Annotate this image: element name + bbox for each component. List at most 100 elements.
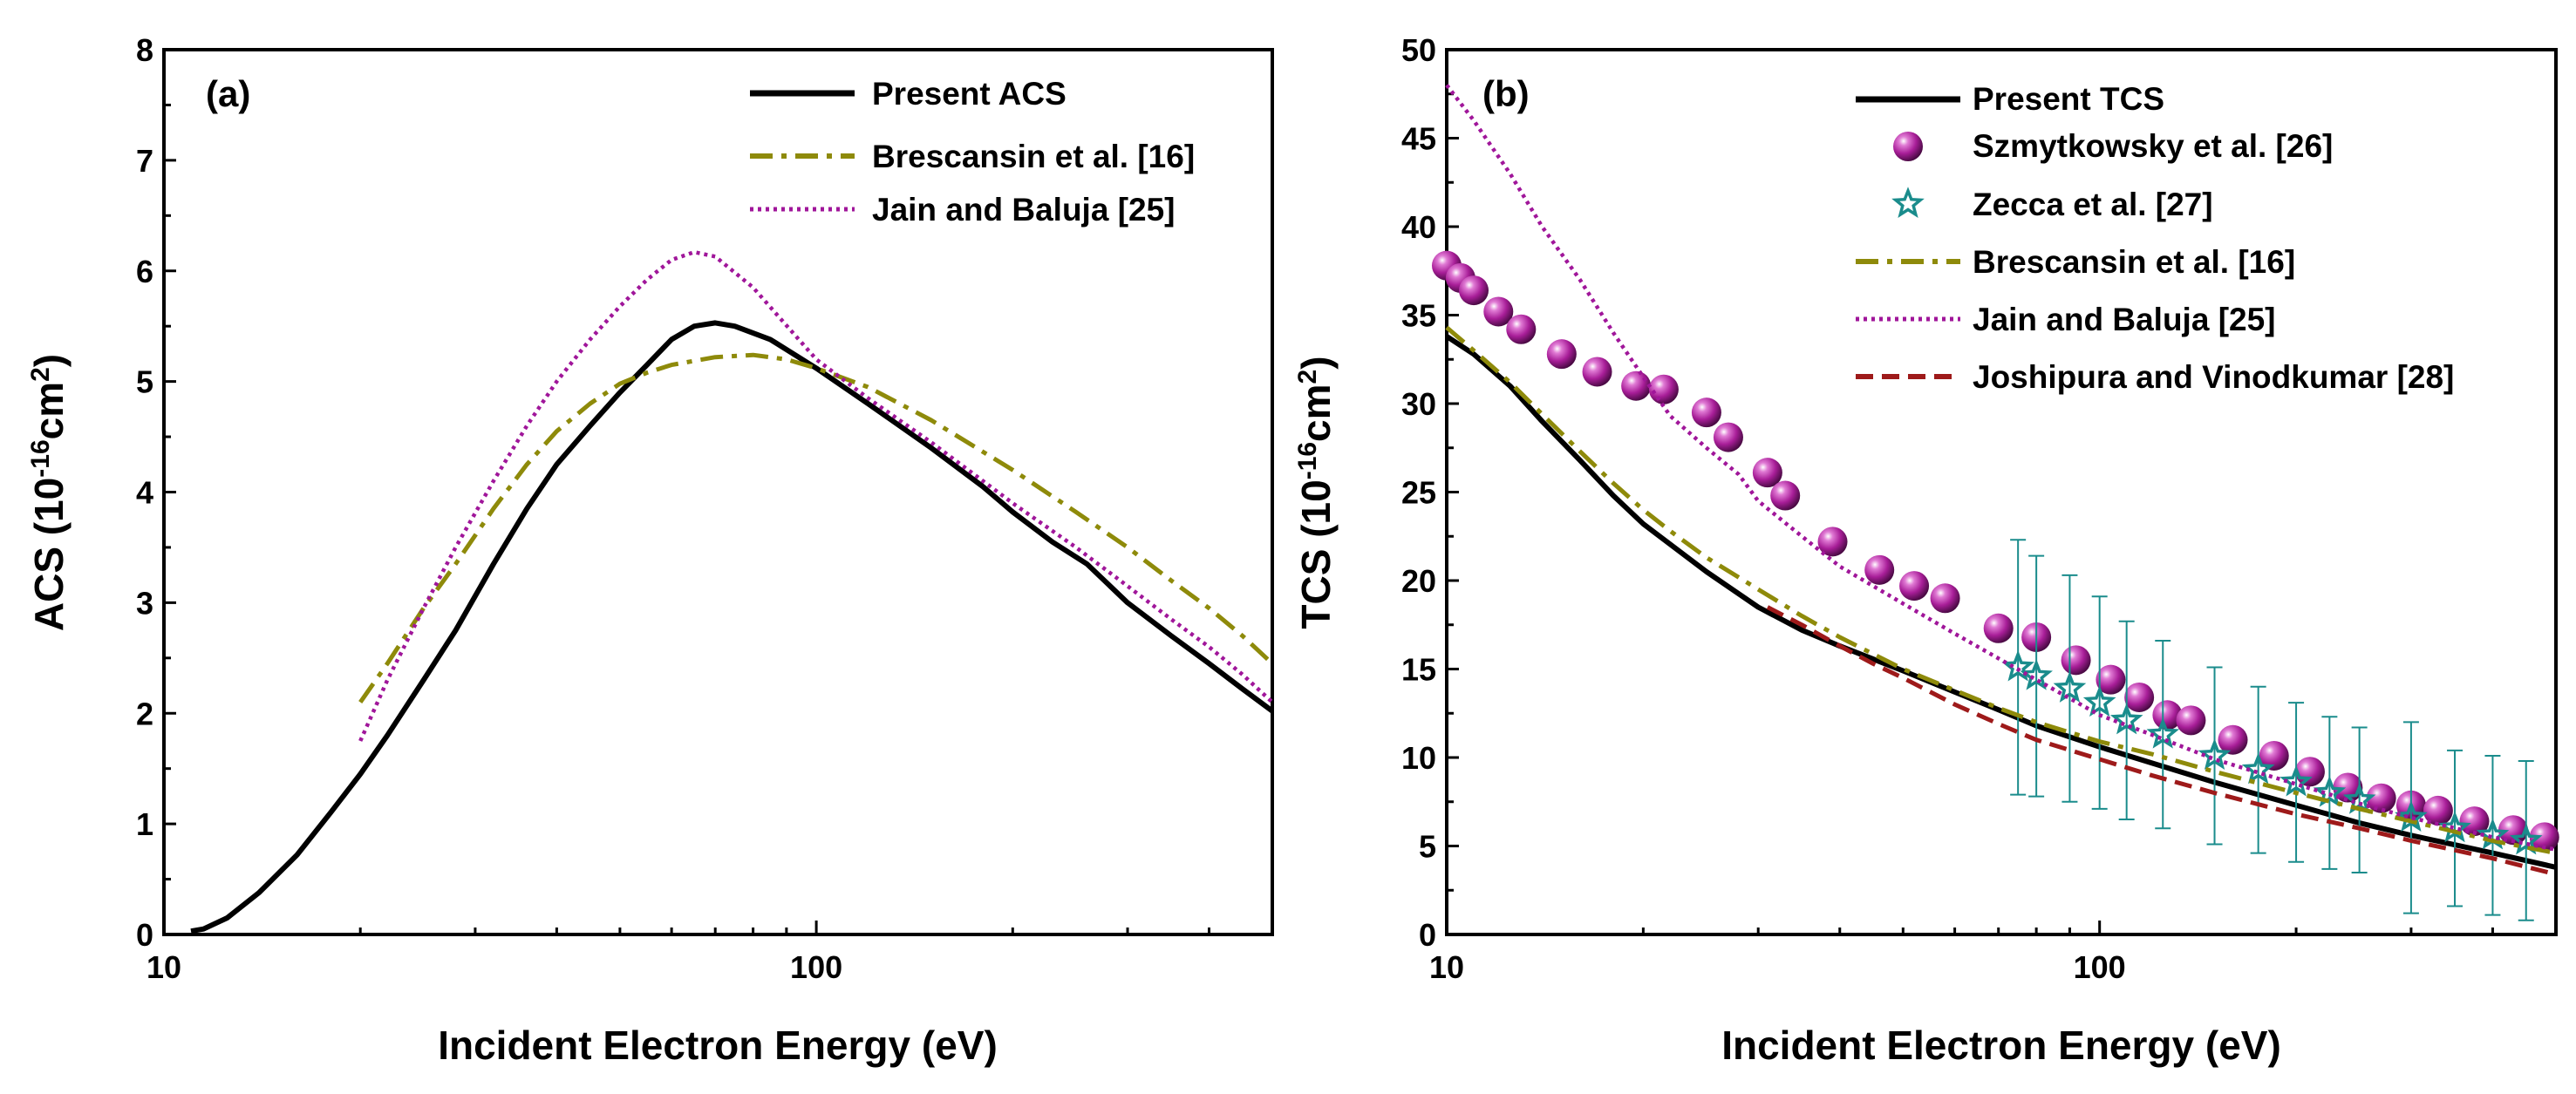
legend-label: Joshipura and Vinodkumar [28]	[1973, 359, 2454, 395]
data-point-sphere	[2096, 664, 2126, 695]
data-point-star	[2241, 752, 2275, 785]
panel-b-tick-labels: 0 5 10 15 20 25 30 35 40 45 50 10 100	[1401, 32, 2126, 985]
panel-b-legend-entry: Joshipura and Vinodkumar [28]	[1856, 359, 2454, 395]
series-zecca-et-al-27	[2001, 539, 2543, 921]
panel-a-label: (a)	[206, 73, 250, 114]
y-tick-label: 4	[136, 475, 153, 511]
data-point-sphere	[1648, 374, 1679, 404]
panel-a-ticks	[162, 48, 1274, 936]
data-point-sphere	[1506, 314, 1537, 344]
panel-b-y-axis-title: TCS (10-16cm2)	[1293, 356, 1339, 629]
data-point-star	[2313, 775, 2347, 807]
data-point-sphere	[2259, 740, 2289, 771]
series-szmytkowsky-et-al-26	[1432, 250, 2559, 853]
panel-b-y-title-end: )	[1293, 356, 1339, 369]
panel-a-y-title-mid: cm	[26, 382, 72, 439]
data-point-sphere	[1691, 398, 1721, 428]
x-tick-label: 10	[1429, 949, 1464, 985]
y-tick-label: 5	[1419, 829, 1436, 865]
y-tick-label: 6	[136, 254, 153, 289]
data-point-sphere	[2152, 700, 2183, 730]
data-point-sphere	[2176, 705, 2206, 736]
x-tick-label: 100	[2074, 949, 2126, 985]
data-point-sphere	[1713, 422, 1743, 452]
series-line-present-acs	[190, 320, 1274, 934]
legend-label: Present ACS	[872, 76, 1067, 112]
series-line-jain-and-baluja-25	[1445, 84, 2557, 852]
panel-b-legend-entry: Present TCS	[1856, 81, 2164, 117]
x-tick-label: 100	[790, 949, 842, 985]
data-point-sphere	[1546, 339, 1577, 370]
y-tick-label: 35	[1401, 298, 1436, 334]
y-tick-label: 20	[1401, 563, 1436, 599]
panel-b-legend: Present TCS Szmytkowsky et al. [26] Zecc…	[1856, 81, 2454, 395]
panel-b-series	[1432, 84, 2559, 921]
data-point-sphere	[1458, 275, 1489, 306]
legend-label: Brescansin et al. [16]	[1973, 244, 2295, 280]
series-line-present-tcs	[1445, 334, 2557, 870]
legend-label: Jain and Baluja [25]	[1973, 302, 2276, 337]
data-point-star	[2198, 738, 2232, 770]
y-tick-label: 45	[1401, 121, 1436, 157]
panel-a-y-title-sup2: 2	[26, 367, 55, 382]
y-tick-label: 5	[136, 364, 153, 400]
data-point-sphere	[1752, 458, 1782, 488]
panel-a-legend-entry: Brescansin et al. [16]	[750, 139, 1195, 174]
series-line-jain-and-baluja-25	[358, 249, 1274, 742]
panel-b: 0 5 10 15 20 25 30 35 40 45 50 10 100 (b) Incident E…	[1293, 32, 2559, 1068]
panel-a-series	[190, 249, 1274, 934]
data-point-star	[2020, 658, 2053, 690]
data-point-sphere	[1864, 554, 1895, 585]
y-tick-label: 30	[1401, 386, 1436, 422]
data-point-sphere	[1983, 613, 2014, 643]
panel-b-y-title-sup1: -16	[1293, 442, 1322, 479]
data-point-sphere	[1770, 480, 1801, 511]
data-point-star	[2509, 823, 2543, 855]
panel-b-legend-entry: Szmytkowsky et al. [26]	[1893, 128, 2333, 164]
data-point-star	[2082, 685, 2116, 717]
data-point-star	[2280, 764, 2313, 797]
data-point-sphere	[2423, 795, 2453, 826]
series-line-joshipura-and-vinodkumar-28	[1766, 605, 2557, 877]
y-tick-label: 2	[136, 696, 153, 731]
y-tick-label: 1	[136, 806, 153, 842]
series-line-brescansin-et-al-16	[1445, 325, 2557, 856]
panel-a-y-title-sup1: -16	[26, 439, 55, 477]
y-tick-label: 3	[136, 585, 153, 621]
y-tick-label: 15	[1401, 652, 1436, 688]
panel-a-y-title-main: ACS (10	[26, 478, 72, 631]
panel-b-y-title-mid: cm	[1293, 384, 1339, 441]
y-tick-label: 7	[136, 143, 153, 179]
y-tick-label: 8	[136, 32, 153, 68]
data-point-sphere	[1582, 357, 1612, 387]
panel-a-tick-labels: 0 1 2 3 4 5 6 7 8 10 100	[136, 32, 842, 985]
series-line-brescansin-et-al-16	[358, 352, 1274, 704]
panel-a-y-axis-title: ACS (10-16cm2)	[26, 354, 72, 631]
y-tick-label: 40	[1401, 209, 1436, 245]
legend-marker-star	[1891, 187, 1925, 219]
y-tick-label: 50	[1401, 32, 1436, 68]
data-point-sphere	[1483, 296, 1514, 327]
data-point-sphere	[2366, 783, 2396, 813]
data-point-sphere	[2061, 645, 2091, 676]
panel-b-y-title-sup2: 2	[1293, 370, 1322, 384]
data-point-sphere	[2124, 682, 2155, 712]
panel-b-x-axis-title: Incident Electron Energy (eV)	[1721, 1023, 2281, 1068]
data-point-star	[2001, 649, 2034, 682]
data-point-sphere	[1930, 583, 1960, 614]
data-point-star	[2342, 782, 2376, 814]
data-point-sphere	[1621, 370, 1652, 401]
legend-label: Zecca et al. [27]	[1973, 187, 2213, 222]
panel-b-legend-entry: Brescansin et al. [16]	[1856, 244, 2295, 280]
panel-b-legend-entry: Jain and Baluja [25]	[1856, 302, 2276, 337]
panel-b-ticks	[1445, 48, 2558, 936]
panel-a: 0 1 2 3 4 5 6 7 8 10 100 (a) Incident Electron Ene…	[26, 32, 1274, 1068]
legend-label: Brescansin et al. [16]	[872, 139, 1195, 174]
data-point-star	[2146, 717, 2180, 749]
y-tick-label: 10	[1401, 740, 1436, 776]
panel-a-y-title-end: )	[26, 354, 72, 367]
legend-label: Szmytkowsky et al. [26]	[1973, 128, 2333, 164]
legend-label: Present TCS	[1973, 81, 2164, 117]
data-point-sphere	[1899, 571, 1930, 601]
